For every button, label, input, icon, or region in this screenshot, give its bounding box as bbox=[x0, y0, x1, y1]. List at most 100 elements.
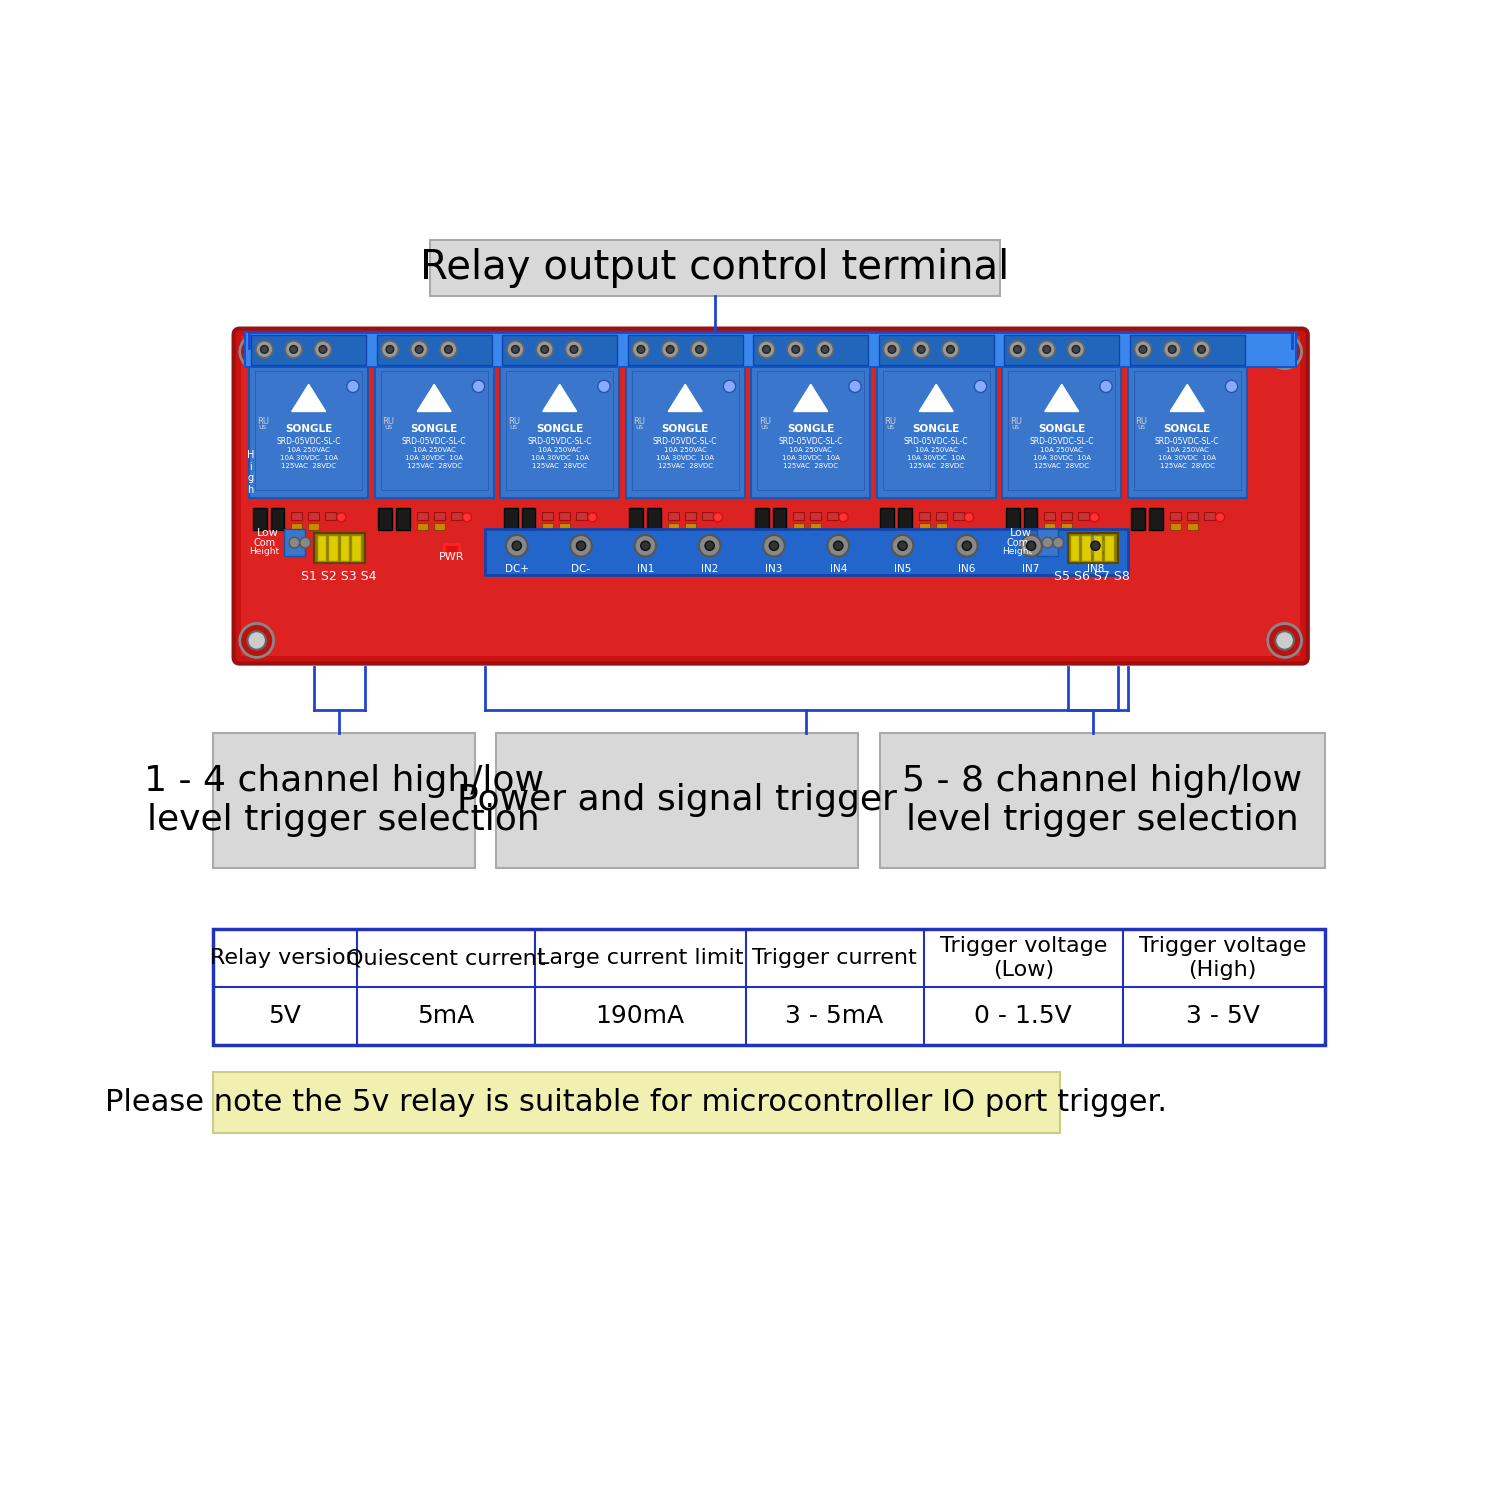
Circle shape bbox=[598, 380, 610, 393]
Text: SRD-05VDC-SL-C: SRD-05VDC-SL-C bbox=[276, 436, 340, 445]
Text: SONGLE: SONGLE bbox=[1038, 423, 1086, 433]
Polygon shape bbox=[1046, 384, 1078, 411]
Circle shape bbox=[634, 536, 656, 556]
Text: S5 S6 S7 S8: S5 S6 S7 S8 bbox=[1054, 570, 1130, 584]
Polygon shape bbox=[543, 384, 576, 411]
Bar bbox=[1082, 536, 1090, 561]
Circle shape bbox=[570, 536, 592, 556]
Bar bbox=[772, 509, 786, 530]
Circle shape bbox=[240, 334, 273, 369]
Circle shape bbox=[764, 536, 784, 556]
Bar bbox=[433, 512, 444, 519]
Circle shape bbox=[699, 536, 720, 556]
Bar bbox=[1094, 536, 1102, 561]
Bar bbox=[1044, 524, 1054, 530]
Circle shape bbox=[290, 537, 300, 548]
Text: RU: RU bbox=[759, 417, 771, 426]
Text: H
i
g
h: H i g h bbox=[248, 450, 254, 495]
Text: DC+: DC+ bbox=[506, 564, 530, 574]
FancyBboxPatch shape bbox=[234, 328, 1308, 663]
Bar bbox=[1023, 509, 1038, 530]
Bar bbox=[249, 333, 369, 498]
Text: 3 - 5mA: 3 - 5mA bbox=[786, 1004, 883, 1028]
Text: Trigger voltage
(Low): Trigger voltage (Low) bbox=[939, 936, 1107, 980]
Circle shape bbox=[884, 340, 900, 358]
Text: 10A 30VDC  10A: 10A 30VDC 10A bbox=[405, 454, 464, 460]
Circle shape bbox=[633, 340, 650, 358]
Circle shape bbox=[662, 340, 678, 358]
Circle shape bbox=[512, 345, 519, 354]
Text: 10A 30VDC  10A: 10A 30VDC 10A bbox=[782, 454, 840, 460]
Circle shape bbox=[462, 513, 471, 522]
Circle shape bbox=[1268, 624, 1302, 657]
Bar bbox=[560, 512, 570, 519]
Text: 125VAC  28VDC: 125VAC 28VDC bbox=[406, 462, 462, 468]
Bar bbox=[1002, 333, 1122, 498]
Bar bbox=[1131, 509, 1146, 530]
Bar bbox=[880, 509, 894, 530]
Circle shape bbox=[542, 345, 549, 354]
Bar bbox=[1062, 512, 1072, 519]
Circle shape bbox=[1090, 513, 1100, 522]
Text: RU: RU bbox=[633, 417, 645, 426]
Circle shape bbox=[956, 536, 978, 556]
Circle shape bbox=[411, 340, 428, 358]
Circle shape bbox=[1164, 340, 1180, 358]
Text: SONGLE: SONGLE bbox=[411, 423, 458, 433]
Text: SONGLE: SONGLE bbox=[662, 423, 710, 433]
Text: Low: Low bbox=[1011, 528, 1032, 537]
Circle shape bbox=[1038, 340, 1054, 358]
Bar bbox=[632, 370, 738, 490]
Circle shape bbox=[1072, 345, 1080, 354]
Circle shape bbox=[1042, 345, 1050, 354]
Bar bbox=[936, 512, 946, 519]
Circle shape bbox=[1197, 345, 1206, 354]
Circle shape bbox=[248, 342, 266, 362]
Text: Com: Com bbox=[254, 537, 276, 548]
Bar bbox=[1186, 512, 1197, 519]
Circle shape bbox=[898, 542, 908, 550]
Text: Relay version: Relay version bbox=[210, 948, 360, 968]
Circle shape bbox=[1226, 380, 1238, 393]
Bar bbox=[1008, 370, 1114, 490]
Circle shape bbox=[240, 624, 273, 657]
Bar bbox=[543, 524, 554, 530]
Bar bbox=[879, 334, 993, 364]
Bar bbox=[522, 509, 536, 530]
Bar bbox=[753, 334, 868, 364]
Text: SRD-05VDC-SL-C: SRD-05VDC-SL-C bbox=[402, 436, 466, 445]
Text: RU: RU bbox=[1136, 417, 1148, 426]
Text: SONGLE: SONGLE bbox=[912, 423, 960, 433]
Bar bbox=[315, 532, 364, 564]
Bar bbox=[1204, 512, 1215, 519]
Text: Low: Low bbox=[258, 528, 279, 537]
Bar bbox=[417, 512, 428, 519]
Text: S1 S2 S3 S4: S1 S2 S3 S4 bbox=[302, 570, 376, 584]
Text: SONGLE: SONGLE bbox=[536, 423, 584, 433]
Circle shape bbox=[1026, 542, 1035, 550]
Text: 10A 30VDC  10A: 10A 30VDC 10A bbox=[908, 454, 964, 460]
Text: 0 - 1.5V: 0 - 1.5V bbox=[975, 1004, 1072, 1028]
Text: SRD-05VDC-SL-C: SRD-05VDC-SL-C bbox=[528, 436, 592, 445]
Bar bbox=[1007, 509, 1020, 530]
Text: IN1: IN1 bbox=[636, 564, 654, 574]
Text: RU: RU bbox=[382, 417, 394, 426]
Bar bbox=[879, 734, 1324, 867]
Circle shape bbox=[576, 542, 585, 550]
Text: us: us bbox=[636, 424, 644, 430]
Circle shape bbox=[1192, 340, 1210, 358]
Bar bbox=[1170, 524, 1180, 530]
Bar bbox=[1104, 536, 1113, 561]
Circle shape bbox=[1014, 345, 1022, 354]
Bar bbox=[702, 512, 712, 519]
Circle shape bbox=[346, 380, 358, 393]
Text: us: us bbox=[1137, 424, 1146, 430]
Circle shape bbox=[320, 345, 327, 354]
Circle shape bbox=[416, 345, 423, 354]
Text: 125VAC  28VDC: 125VAC 28VDC bbox=[280, 462, 336, 468]
Circle shape bbox=[1268, 334, 1302, 369]
Bar bbox=[543, 512, 554, 519]
Bar bbox=[1044, 512, 1054, 519]
Text: Large current limit: Large current limit bbox=[537, 948, 744, 968]
Bar bbox=[630, 509, 644, 530]
